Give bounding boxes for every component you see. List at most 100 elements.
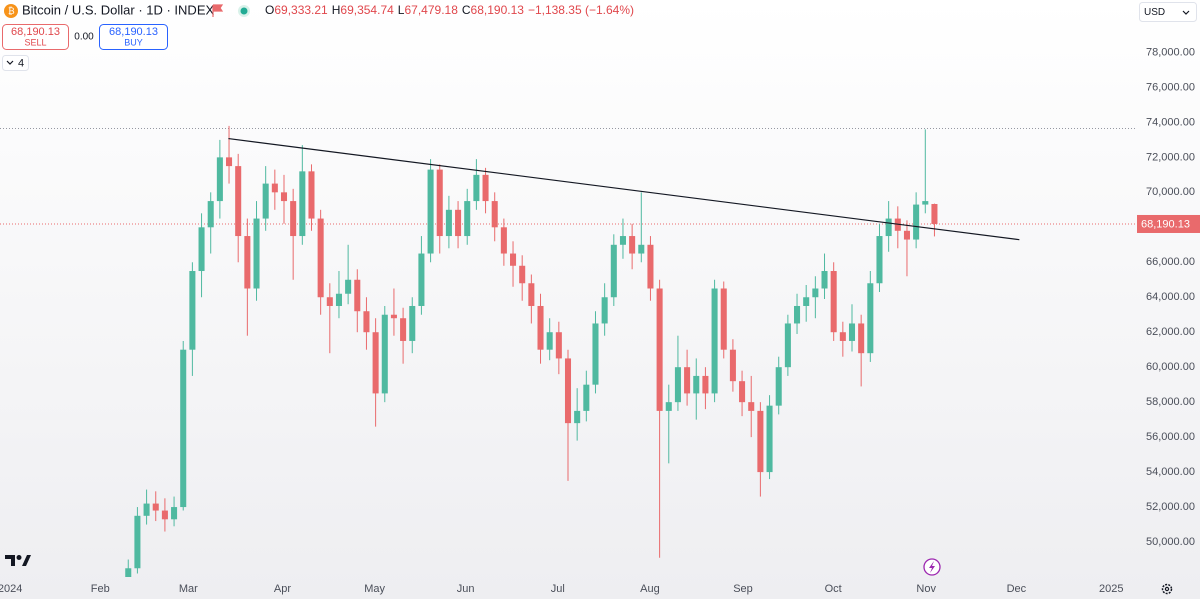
candle-body bbox=[885, 218, 892, 237]
candle-body bbox=[665, 402, 672, 411]
ohlc-key: O bbox=[265, 3, 274, 17]
candle-body bbox=[180, 349, 187, 508]
symbol-title[interactable]: Bitcoin / U.S. Dollar · 1D · INDEX bbox=[22, 2, 214, 17]
candle-body bbox=[427, 169, 434, 254]
x-tick-label: Sep bbox=[733, 583, 753, 595]
candle-body bbox=[235, 166, 242, 237]
candle-body bbox=[830, 271, 837, 333]
candle-body bbox=[592, 323, 599, 385]
candle-body bbox=[491, 201, 498, 228]
ohlc-key: L bbox=[398, 3, 405, 17]
candle-body bbox=[198, 227, 205, 272]
candle-body bbox=[564, 358, 572, 424]
candle-body bbox=[574, 410, 581, 424]
candle-body bbox=[656, 288, 663, 411]
y-tick-label: 64,000.00 bbox=[1146, 291, 1195, 303]
candle-body bbox=[436, 169, 443, 237]
x-tick-label: Jul bbox=[551, 583, 565, 595]
candle-body bbox=[262, 183, 269, 219]
y-tick-label: 56,000.00 bbox=[1146, 431, 1195, 443]
candle-body bbox=[821, 271, 828, 289]
candle-body bbox=[555, 332, 562, 359]
candle-body bbox=[500, 227, 507, 254]
change: −1,138.35 (−1.64%) bbox=[528, 3, 634, 17]
x-tick-label: Apr bbox=[274, 583, 291, 595]
candle-body bbox=[766, 405, 773, 473]
candle-body bbox=[803, 297, 810, 306]
candle-body bbox=[363, 311, 370, 333]
plot-area bbox=[0, 125, 1136, 577]
candle-body bbox=[693, 375, 700, 394]
candle-body bbox=[619, 236, 626, 245]
candle-body bbox=[812, 288, 819, 298]
candle-body bbox=[299, 171, 306, 237]
y-tick-label: 50,000.00 bbox=[1146, 536, 1195, 548]
candle-body bbox=[848, 323, 856, 341]
last-price-box bbox=[1137, 214, 1200, 233]
candle-body bbox=[794, 305, 801, 324]
flag-icon[interactable] bbox=[212, 4, 224, 17]
candle-body bbox=[858, 323, 865, 354]
candle-body bbox=[720, 288, 727, 350]
candle-body bbox=[253, 218, 260, 289]
x-tick-label: Aug bbox=[640, 583, 660, 595]
y-tick-label: 62,000.00 bbox=[1146, 326, 1195, 338]
x-tick-label: Oct bbox=[825, 583, 842, 595]
candle-body bbox=[601, 297, 608, 324]
sell-label: SELL bbox=[24, 37, 46, 47]
x-tick-label: Jun bbox=[457, 583, 475, 595]
candle-body bbox=[519, 265, 526, 284]
candle-body bbox=[510, 253, 517, 266]
candle-body bbox=[317, 218, 324, 298]
ohlc-legend: O69,333.21 H69,354.74 L67,479.18 C68,190.13… bbox=[265, 3, 634, 17]
ohlc-value: 69,333.21 bbox=[274, 3, 328, 17]
candle-body bbox=[161, 510, 168, 520]
candle-body bbox=[711, 288, 718, 394]
candle-body bbox=[171, 507, 178, 520]
indicator-toggle[interactable] bbox=[2, 55, 29, 71]
candle-body bbox=[143, 503, 150, 516]
currency-select[interactable] bbox=[1139, 2, 1197, 22]
btc-icon bbox=[4, 4, 18, 18]
candle-body bbox=[326, 297, 333, 306]
y-tick-label: 76,000.00 bbox=[1146, 81, 1195, 93]
candle-body bbox=[528, 283, 535, 306]
candle-body bbox=[867, 283, 874, 354]
x-tick-label: Mar bbox=[179, 583, 198, 595]
candle-body bbox=[674, 367, 681, 403]
candle-body bbox=[839, 332, 846, 341]
buy-button[interactable] bbox=[99, 24, 168, 50]
spread: 0.00 bbox=[74, 32, 94, 43]
candle-body bbox=[125, 568, 132, 577]
buy-label: BUY bbox=[124, 37, 143, 47]
candle-body bbox=[280, 192, 288, 202]
x-tick-label: Nov bbox=[916, 583, 936, 595]
x-tick-label: Dec bbox=[1007, 583, 1027, 595]
trendline bbox=[228, 137, 1020, 241]
candle-body bbox=[876, 236, 883, 284]
candle-body bbox=[537, 305, 544, 350]
chevron bbox=[6, 60, 14, 65]
candle-body bbox=[345, 279, 352, 294]
candle-body bbox=[464, 201, 471, 237]
candle-body bbox=[729, 349, 736, 382]
candle-body bbox=[354, 279, 361, 312]
candle-body bbox=[290, 201, 297, 237]
candle-body bbox=[702, 375, 709, 394]
sell-button[interactable] bbox=[2, 24, 69, 50]
candle-body bbox=[784, 323, 791, 368]
y-tick-label: 52,000.00 bbox=[1146, 501, 1195, 513]
candle-body bbox=[308, 171, 315, 219]
btc-glyph: ₿ bbox=[8, 6, 15, 16]
currency: USD bbox=[1144, 7, 1165, 18]
settings-icon[interactable] bbox=[1161, 583, 1173, 595]
candle-body bbox=[629, 236, 636, 254]
y-tick-label: 78,000.00 bbox=[1146, 46, 1195, 58]
tv-logo[interactable] bbox=[5, 555, 31, 566]
x-tick-label: Feb bbox=[91, 583, 110, 595]
axes: 50,000.00 52,000.00 54,000.00 56,000.00 58,0… bbox=[0, 46, 1200, 595]
candle-body bbox=[922, 201, 929, 205]
candle-body bbox=[226, 157, 233, 167]
ohlc-value: 69,354.74 bbox=[340, 3, 394, 17]
